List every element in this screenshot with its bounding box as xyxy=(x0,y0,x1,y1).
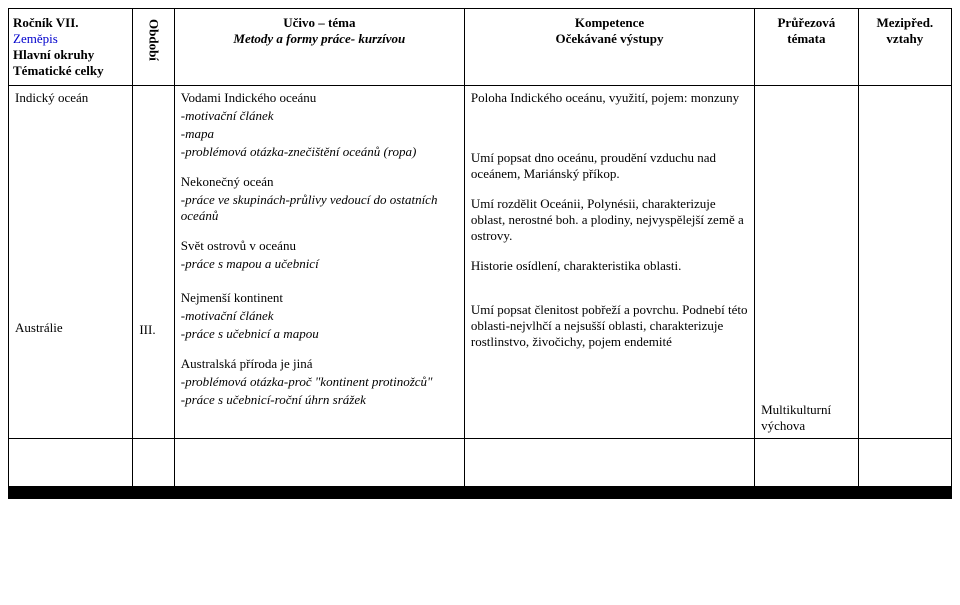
hdr-content-l1: Učivo – téma xyxy=(283,15,355,30)
hdr-grade: Ročník VII. xyxy=(13,15,79,30)
spacer-cell xyxy=(464,439,754,487)
black-cell xyxy=(858,487,951,499)
content-line: Vodami Indického oceánu xyxy=(181,90,458,106)
black-cell xyxy=(133,487,174,499)
cell-competence: Poloha Indického oceánu, využití, pojem:… xyxy=(464,86,754,439)
header-row: Ročník VII. Zeměpis Hlavní okruhy Témati… xyxy=(9,9,952,86)
table-row: Indický oceán Austrálie III. Vodami Indi… xyxy=(9,86,952,439)
competence-text: Umí popsat členitost pobřeží a povrchu. … xyxy=(471,302,748,350)
hdr-comp-l2: Očekávané výstupy xyxy=(556,31,664,46)
content-line: -problémová otázka-znečištění oceánů (ro… xyxy=(181,144,458,160)
cell-content: Vodami Indického oceánu -motivační článe… xyxy=(174,86,464,439)
cell-topic: Indický oceán Austrálie xyxy=(9,86,133,439)
topic-label: Austrálie xyxy=(15,320,126,336)
content-line: -motivační článek xyxy=(181,308,458,324)
black-cell xyxy=(9,487,133,499)
content-line: Svět ostrovů v oceánu xyxy=(181,238,458,254)
hdr-subject: Zeměpis xyxy=(13,31,58,46)
content-line: -práce s učebnicí-roční úhrn srážek xyxy=(181,392,458,408)
cross-topic: Multikulturní výchova xyxy=(761,402,852,434)
content-line: -práce s učebnicí a mapou xyxy=(181,326,458,342)
competence-text: Umí popsat dno oceánu, proudění vzduchu … xyxy=(471,150,748,182)
competence-text: Umí rozdělit Oceánii, Polynésii, charakt… xyxy=(471,196,748,244)
spacer-row xyxy=(9,439,952,487)
hdr-cross-l1: Průřezová xyxy=(777,15,835,30)
hdr-content: Učivo – téma Metody a formy práce- kurzí… xyxy=(174,9,464,86)
curriculum-table: Ročník VII. Zeměpis Hlavní okruhy Témati… xyxy=(8,8,952,499)
content-line: Nejmenší kontinent xyxy=(181,290,458,306)
competence-text: Poloha Indického oceánu, využití, pojem:… xyxy=(471,90,748,106)
hdr-comp-l1: Kompetence xyxy=(575,15,644,30)
spacer-cell xyxy=(755,439,859,487)
content-line: Australská příroda je jiná xyxy=(181,356,458,372)
spacer-cell xyxy=(133,439,174,487)
content-line: -práce ve skupinách-průlivy vedoucí do o… xyxy=(181,192,458,224)
black-cell xyxy=(174,487,464,499)
content-line: Nekonečný oceán xyxy=(181,174,458,190)
cell-inter xyxy=(858,86,951,439)
competence-text: Historie osídlení, charakteristika oblas… xyxy=(471,258,748,274)
cell-cross: Multikulturní výchova xyxy=(755,86,859,439)
hdr-comp: Kompetence Očekávané výstupy xyxy=(464,9,754,86)
black-cell xyxy=(755,487,859,499)
hdr-thematic: Tématické celky xyxy=(13,63,104,78)
hdr-topic: Ročník VII. Zeměpis Hlavní okruhy Témati… xyxy=(9,9,133,86)
hdr-content-l2: Metody a formy práce- kurzívou xyxy=(233,31,405,46)
content-line: -problémová otázka-proč "kontinent proti… xyxy=(181,374,458,390)
hdr-period: Období xyxy=(133,9,174,86)
content-line: -motivační článek xyxy=(181,108,458,124)
cell-period: III. xyxy=(133,86,174,439)
spacer-cell xyxy=(858,439,951,487)
content-line: -práce s mapou a učebnicí xyxy=(181,256,458,272)
hdr-cross: Průřezová témata xyxy=(755,9,859,86)
footer-black-row xyxy=(9,487,952,499)
spacer-cell xyxy=(174,439,464,487)
topic-label: Indický oceán xyxy=(15,90,126,106)
hdr-inter: Mezipřed. vztahy xyxy=(858,9,951,86)
hdr-period-label: Období xyxy=(146,19,162,61)
hdr-cross-l2: témata xyxy=(787,31,825,46)
period-label: III. xyxy=(139,322,167,338)
spacer-cell xyxy=(9,439,133,487)
black-cell xyxy=(464,487,754,499)
hdr-inter-l1: Mezipřed. xyxy=(877,15,934,30)
content-line: -mapa xyxy=(181,126,458,142)
hdr-inter-l2: vztahy xyxy=(886,31,923,46)
hdr-main-areas: Hlavní okruhy xyxy=(13,47,94,62)
